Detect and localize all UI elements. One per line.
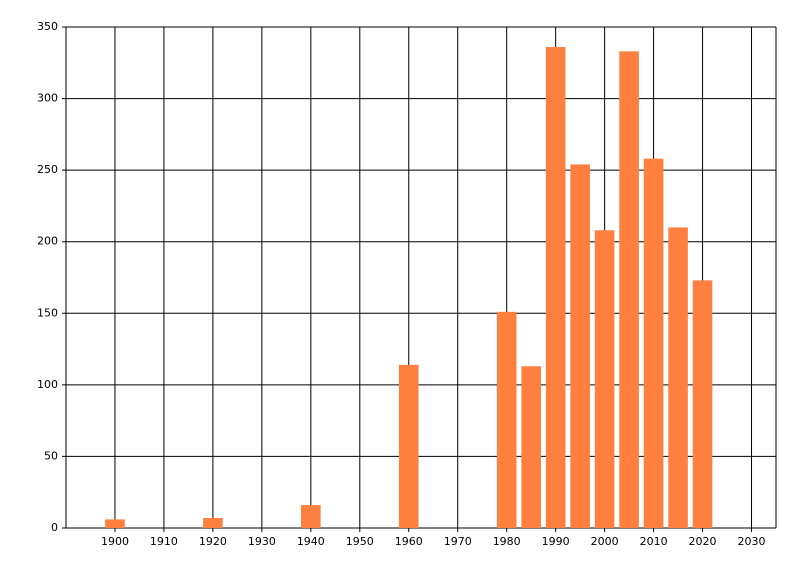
- bar: [668, 227, 688, 528]
- y-tick-label: 300: [37, 92, 58, 105]
- y-tick-label: 200: [37, 235, 58, 248]
- x-tick-label: 1950: [346, 535, 374, 548]
- y-tick-label: 0: [51, 521, 58, 534]
- y-tick-label: 350: [37, 20, 58, 33]
- x-tick-label: 1970: [444, 535, 472, 548]
- x-tick-label: 1990: [542, 535, 570, 548]
- x-tick-label: 1900: [101, 535, 129, 548]
- y-tick-label: 100: [37, 378, 58, 391]
- y-tick-label: 50: [44, 449, 58, 462]
- bar: [496, 311, 517, 528]
- bar: [594, 230, 615, 528]
- x-tick-label: 1940: [297, 535, 325, 548]
- x-tick-label: 2030: [738, 535, 766, 548]
- x-tick-label: 1960: [395, 535, 423, 548]
- bar: [203, 517, 223, 528]
- bar: [521, 366, 541, 528]
- x-tick-label: 2020: [689, 535, 717, 548]
- x-tick-label: 2010: [640, 535, 668, 548]
- x-tick-label: 1930: [248, 535, 276, 548]
- bar: [619, 51, 639, 528]
- bar: [398, 364, 419, 528]
- bar: [105, 519, 125, 528]
- x-tick-label: 2000: [591, 535, 619, 548]
- bar: [301, 505, 321, 528]
- bar: [643, 158, 664, 529]
- x-tick-label: 1910: [150, 535, 178, 548]
- x-tick-label: 1920: [199, 535, 227, 548]
- y-tick-label: 150: [37, 306, 58, 319]
- x-tick-label: 1980: [493, 535, 521, 548]
- bar: [692, 280, 713, 528]
- bar: [570, 164, 590, 528]
- y-tick-label: 250: [37, 163, 58, 176]
- bar: [545, 47, 566, 528]
